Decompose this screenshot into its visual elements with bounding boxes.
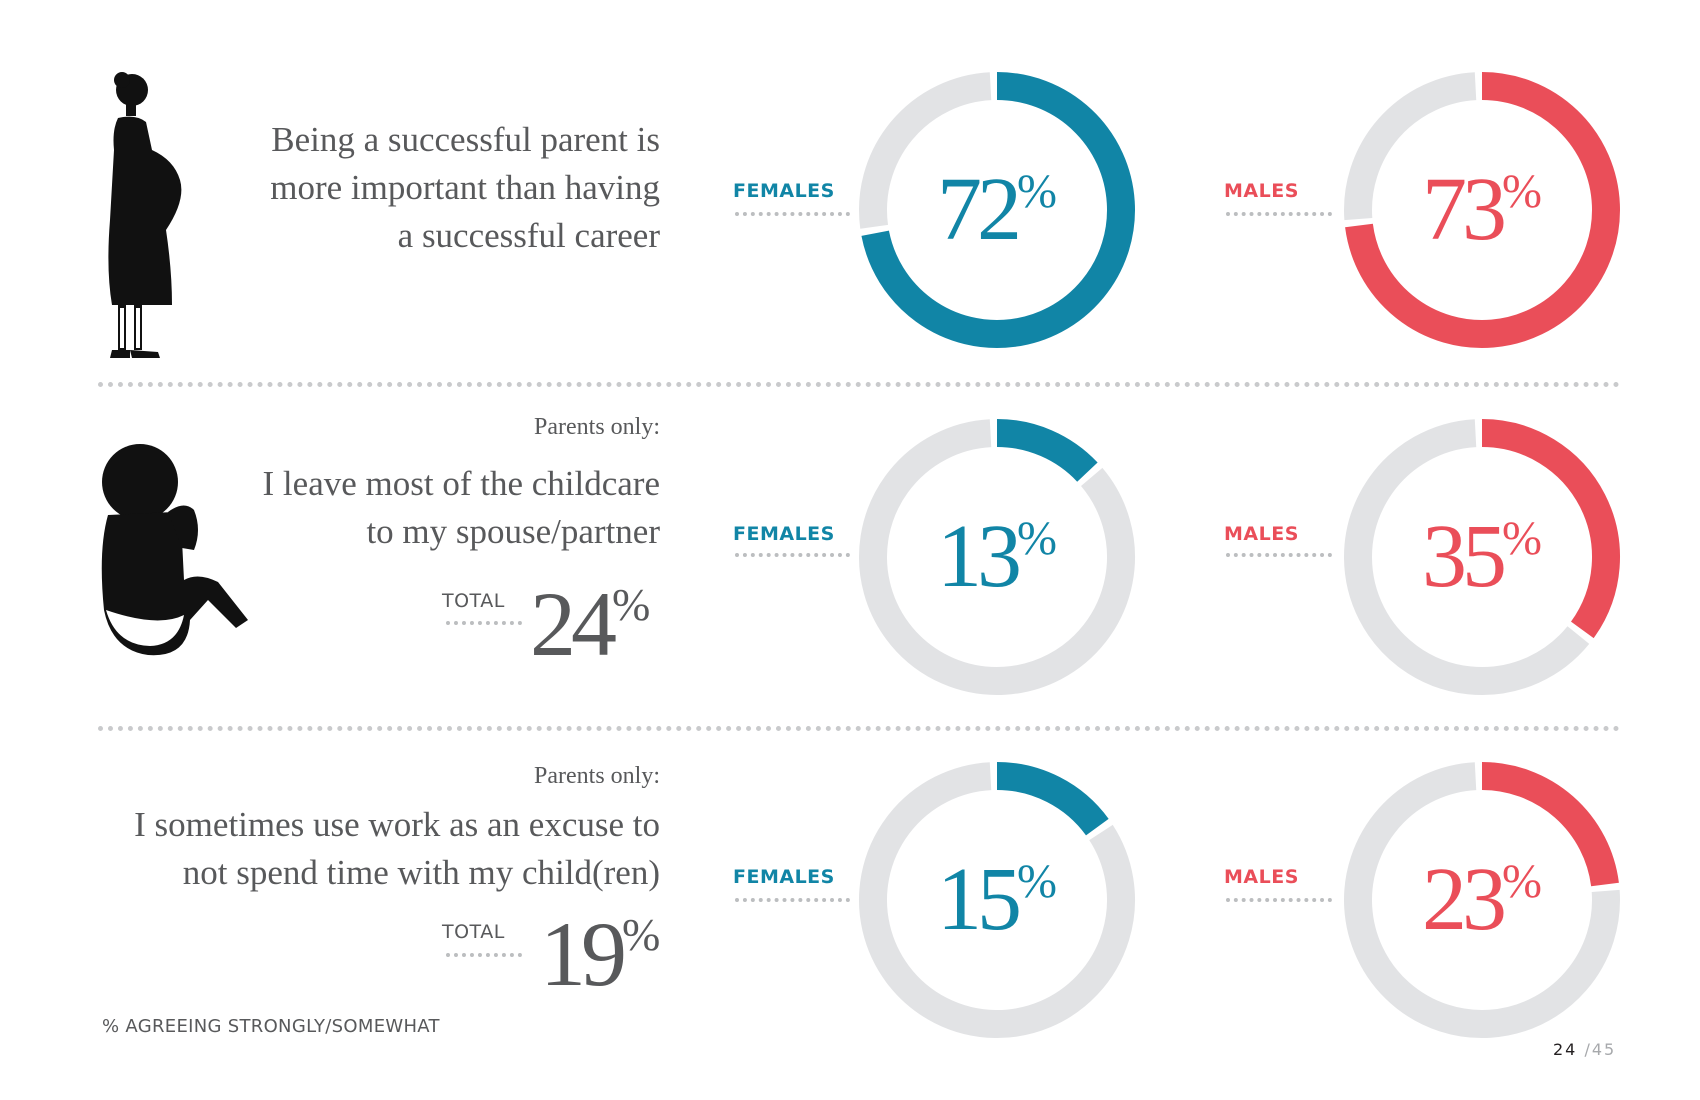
- donut-value: 72%: [937, 160, 1057, 259]
- row-divider: [98, 382, 1620, 387]
- row-1-statement: Being a successful parent is more import…: [40, 116, 660, 260]
- donut-track: [859, 419, 1135, 695]
- donut-track: [1344, 72, 1477, 221]
- donut-females-row-3: 15%: [857, 760, 1137, 1040]
- donut-value: 73%: [1422, 160, 1542, 259]
- donut-segment: [1345, 72, 1620, 348]
- footer-note: % AGREEING STRONGLY/SOMEWHAT: [102, 1016, 440, 1037]
- donut-track: [859, 72, 992, 229]
- total-label: TOTAL: [442, 590, 505, 612]
- leader-dots: [735, 898, 850, 902]
- baby-icon: [101, 444, 248, 656]
- leader-dots: [1226, 553, 1332, 557]
- row-3-note: Parents only:: [534, 763, 660, 789]
- donut-value: 13%: [937, 507, 1057, 606]
- statement-line: I leave most of the childcare: [262, 464, 660, 503]
- donut-males-row-2: 35%: [1342, 417, 1622, 697]
- donut-males-row-3: 23%: [1342, 760, 1622, 1040]
- donut-value: 35%: [1422, 507, 1542, 606]
- males-label: MALES: [1224, 866, 1299, 888]
- males-label: MALES: [1224, 180, 1299, 202]
- donut-females-row-2: 13%: [857, 417, 1137, 697]
- page-number: 24 /45: [1553, 1040, 1616, 1059]
- donut-segment: [861, 72, 1135, 348]
- donut-track: [1344, 419, 1590, 695]
- leader-dots: [446, 953, 522, 957]
- pregnant-woman-icon: [108, 72, 182, 358]
- total-value: 19%: [540, 903, 661, 1005]
- donut-females-row-1: 72%: [857, 70, 1137, 350]
- row-2-statement: I leave most of the childcare to my spou…: [40, 460, 660, 556]
- donut-track: [1344, 762, 1620, 1038]
- donut-segment: [996, 762, 1109, 836]
- page-current: 24: [1553, 1040, 1578, 1059]
- row-1-icon: [100, 70, 190, 360]
- males-label: MALES: [1224, 523, 1299, 545]
- page-total: /45: [1584, 1040, 1617, 1059]
- donut-males-row-1: 73%: [1342, 70, 1622, 350]
- donut-segment: [996, 419, 1098, 483]
- statement-line: not spend time with my child(ren): [182, 853, 660, 892]
- statement-line: Being a successful parent is: [271, 120, 660, 159]
- row-2-note: Parents only:: [534, 414, 660, 440]
- statement-line: to my spouse/partner: [366, 512, 660, 551]
- donut-segment: [1481, 419, 1620, 639]
- donut-track: [859, 762, 1135, 1038]
- leader-dots: [735, 212, 850, 216]
- females-label: FEMALES: [733, 180, 835, 202]
- leader-dots: [446, 621, 522, 625]
- leader-dots: [1226, 898, 1332, 902]
- females-label: FEMALES: [733, 523, 835, 545]
- row-2-icon: [98, 440, 258, 665]
- donut-value: 23%: [1422, 850, 1542, 949]
- statement-line: a successful career: [397, 216, 660, 255]
- total-label: TOTAL: [442, 921, 505, 943]
- row-divider: [98, 726, 1620, 731]
- total-value: 24%: [530, 573, 651, 675]
- donut-value: 15%: [937, 850, 1057, 949]
- statement-line: I sometimes use work as an excuse to: [134, 805, 660, 844]
- statement-line: more important than having: [270, 168, 660, 207]
- donut-segment: [1481, 762, 1619, 887]
- females-label: FEMALES: [733, 866, 835, 888]
- leader-dots: [735, 553, 850, 557]
- row-3-statement: I sometimes use work as an excuse to not…: [40, 801, 660, 897]
- leader-dots: [1226, 212, 1332, 216]
